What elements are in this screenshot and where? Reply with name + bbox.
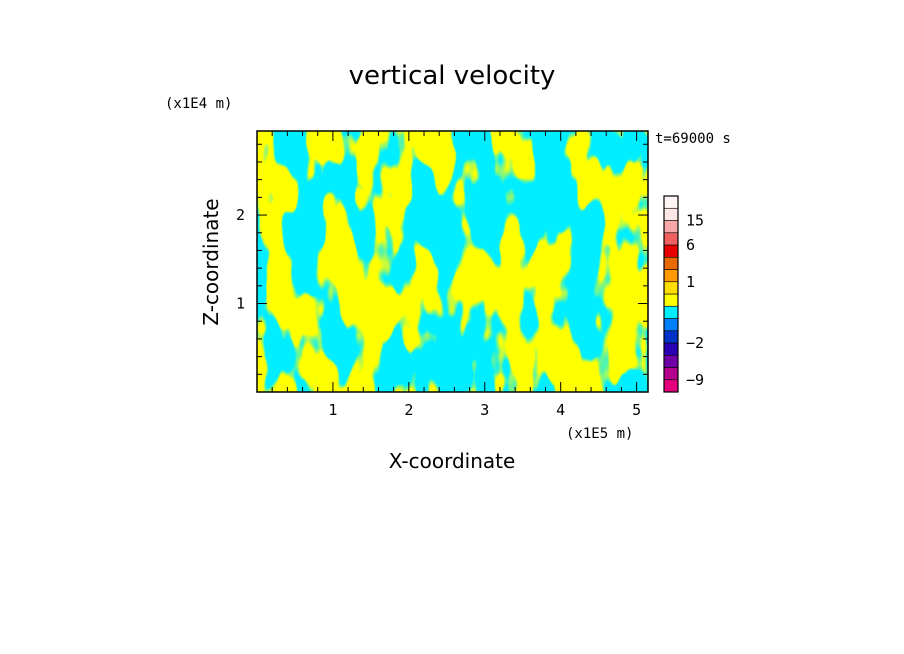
x-tick-label: 2 [404,401,413,419]
x-tick-label: 4 [556,401,565,419]
colorbar-swatch [663,354,679,368]
colorbar-tick-label: −9 [686,371,704,389]
colorbar-swatch [663,256,679,270]
colorbar-swatch [663,367,679,381]
x-tick-label: 1 [328,401,337,419]
colorbar-tick-label: −2 [686,334,704,352]
colorbar-swatch [663,379,679,393]
y-unit-label: (x1E4 m) [165,96,232,112]
heatmap-field [257,131,648,392]
colorbar-swatch [663,195,679,209]
colorbar-swatch [663,220,679,234]
y-axis: 12 [236,143,648,375]
colorbar-swatch [663,305,679,319]
x-axis: 1 2 3 4 5 [271,131,641,419]
colorbar-tick-label: 6 [686,236,695,254]
x-tick-label: 3 [480,401,489,419]
colorbar-swatch [663,330,679,344]
colorbar-tick-label: 15 [686,212,704,230]
colorbar-swatch [663,281,679,295]
y-tick-label: 1 [236,295,245,313]
colorbar-frame [663,195,679,393]
colorbar-swatch [663,244,679,258]
heatmap-bands [257,131,648,392]
colorbar: 15 6 1 −2 −9 [663,195,704,393]
colorbar-tick-label: 1 [686,273,695,291]
chart-title: vertical velocity [349,61,556,91]
x-axis-label: X-coordinate [389,449,516,473]
colorbar-swatch [663,232,679,246]
plot-frame [256,130,649,393]
colorbar-swatch [663,318,679,332]
colorbar-swatch [663,269,679,283]
y-tick-label: 2 [236,206,245,224]
colorbar-swatch [663,342,679,356]
x-unit-label: (x1E5 m) [566,426,633,442]
x-tick-label: 5 [632,401,641,419]
colorbar-swatch [663,293,679,307]
colorbar-swatch [663,207,679,221]
y-axis-label: Z-coordinate [199,198,223,325]
time-label: t=69000 s [655,131,731,147]
